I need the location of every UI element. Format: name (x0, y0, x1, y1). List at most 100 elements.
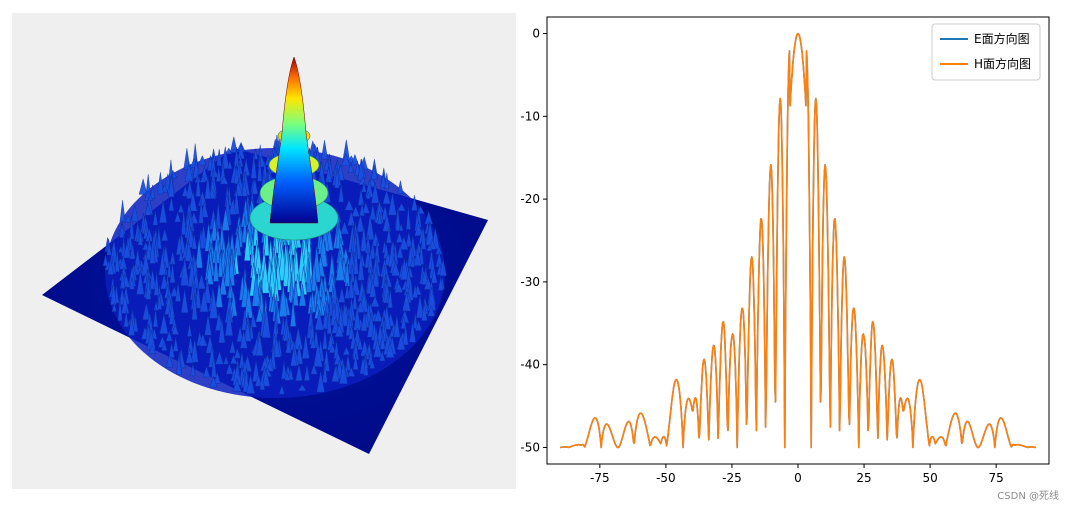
ripple-spike (373, 338, 382, 358)
ripple-spike (142, 241, 150, 251)
ripple-spike (221, 208, 230, 231)
ripple-spike (334, 167, 340, 189)
ripple-spike (185, 179, 194, 199)
ripple-spike (285, 338, 292, 354)
y-tick-label: -40 (520, 358, 540, 372)
ripple-spike (338, 286, 346, 303)
ripple-spike (414, 319, 423, 331)
ripple-spike (322, 363, 328, 383)
ripple-spike (418, 241, 424, 265)
ripple-spike (198, 198, 204, 224)
x-tick-label: -50 (656, 471, 676, 485)
ripple-spike (251, 177, 259, 195)
ripple-spike (334, 323, 344, 337)
ripple-spike (243, 228, 251, 262)
ripple-spike (297, 384, 307, 391)
ripple-spike (157, 293, 163, 310)
ripple-spike (131, 204, 139, 222)
y-tick-label: -50 (520, 440, 540, 454)
ripple-spike (165, 330, 173, 342)
ripple-spike (281, 361, 288, 380)
ripple-spike (228, 199, 237, 215)
ripple-spike (384, 172, 390, 189)
surface-plot-panel (12, 13, 516, 489)
ripple-spike (209, 375, 218, 388)
ripple-spike (379, 349, 386, 362)
line-plot: -75 -50 -25 0 25 50 75 0 -10 -20 -30 -40 -50 E面方向图 … (520, 16, 1050, 485)
x-tick-label: -75 (590, 471, 610, 485)
ripple-spike (188, 190, 198, 212)
ripple-spike (399, 235, 409, 250)
legend-label-h: H面方向图 (974, 56, 1031, 71)
ripple-spike (365, 191, 371, 200)
ripple-spike (437, 276, 444, 291)
ripple-spike (351, 274, 361, 296)
ripple-spike (157, 172, 164, 195)
ripple-spike (114, 250, 120, 272)
ripple-spike (339, 221, 350, 235)
ripple-spike (213, 370, 221, 384)
ripple-spike (357, 252, 365, 281)
ripple-spike (215, 350, 224, 365)
ripple-spike (251, 271, 261, 307)
ripple-spike (398, 223, 404, 232)
ripple-spike (216, 148, 222, 167)
ripple-spike (400, 257, 409, 281)
ripple-spike (225, 363, 234, 375)
watermark: CSDN @死线 (997, 491, 1059, 502)
ripple-spike (369, 203, 377, 221)
ripple-spike (168, 300, 176, 325)
ripple-spike (142, 302, 151, 320)
ripple-spike (397, 180, 404, 194)
ripple-spike (210, 217, 219, 242)
ripple-spike (369, 278, 377, 298)
ripple-spike (224, 308, 234, 336)
ripple-spike (409, 320, 416, 343)
ripple-spike (177, 203, 184, 213)
ripple-spike (219, 175, 229, 185)
ripple-spike (421, 270, 429, 285)
ripple-spike (402, 323, 409, 346)
ripple-spike (153, 300, 159, 311)
ripple-spike (168, 196, 175, 212)
ripple-spike (328, 343, 337, 353)
ripple-spike (357, 188, 365, 206)
ripple-spike (395, 232, 404, 243)
ripple-spike (184, 240, 193, 262)
ripple-spike (152, 308, 159, 328)
ripple-spike (345, 315, 351, 336)
ripple-spike (148, 269, 157, 290)
ripple-spike (361, 201, 370, 214)
ripple-spike (333, 351, 343, 365)
ripple-spike (295, 363, 303, 381)
y-tick-label: -30 (520, 275, 540, 289)
ripple-spike (394, 282, 404, 293)
x-tick-label: 75 (989, 471, 1004, 485)
ripple-spike (335, 223, 341, 249)
ripple-spike (321, 140, 328, 160)
ripple-spike (233, 231, 242, 256)
ripple-spike (361, 182, 367, 193)
y-axis-ticks: 0 -10 -20 -30 -40 -50 (520, 27, 547, 454)
line-plot-panel: -75 -50 -25 0 25 50 75 0 -10 -20 -30 -40 -50 E面方向图 … (516, 0, 1073, 508)
ripple-spike (344, 199, 354, 211)
ripple-spike (161, 342, 168, 351)
ripple-spike (342, 346, 351, 355)
ripple-spike (197, 273, 206, 290)
ripple-spike (199, 174, 207, 183)
ripple-spike (369, 359, 376, 369)
ripple-spike (232, 378, 242, 392)
ripple-spike (395, 206, 401, 231)
ripple-spike (158, 251, 167, 276)
ripple-spike (426, 244, 433, 252)
ripple-spike (430, 267, 438, 284)
ripple-spike (278, 384, 285, 395)
ripple-spike (360, 310, 368, 332)
ripple-spike (215, 166, 222, 182)
legend-label-e: E面方向图 (974, 31, 1030, 46)
ripple-spike (370, 182, 380, 204)
ripple-spike (152, 210, 159, 226)
ripple-spike (102, 254, 109, 267)
ripple-spike (373, 308, 383, 322)
ripple-spike (253, 149, 259, 160)
